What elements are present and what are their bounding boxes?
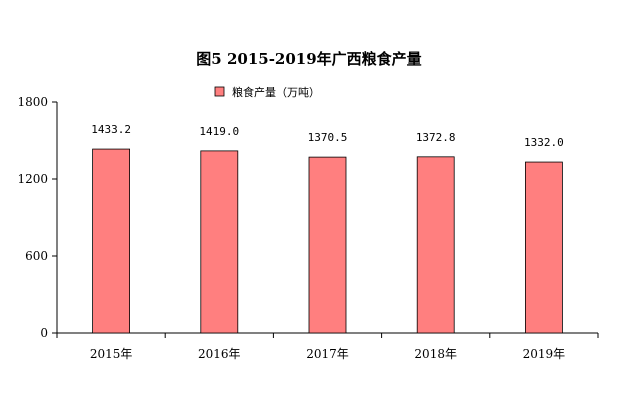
y-tick-label: 600 [25, 249, 48, 263]
bar-series [92, 148, 563, 334]
data-label: 1332.0 [524, 136, 564, 149]
y-tick-label: 1200 [17, 172, 48, 186]
data-labels: 1433.2 1419.0 1370.5 1372.8 1332.0 [91, 123, 564, 149]
bar [416, 156, 455, 334]
y-tick-label: 0 [40, 326, 48, 340]
legend-label: 粮食产量（万吨） [232, 85, 320, 99]
bar [200, 150, 239, 334]
legend-swatch [214, 86, 225, 97]
data-label: 1419.0 [199, 125, 239, 138]
x-category-label: 2019年 [523, 347, 566, 361]
data-label: 1370.5 [308, 131, 348, 144]
chart-title: 图5 2015-2019年广西粮食产量 [196, 50, 421, 68]
x-category-label: 2015年 [90, 347, 133, 361]
x-axis: 2015年 2016年 2017年 2018年 2019年 [56, 332, 599, 361]
y-tick-label: 1800 [17, 95, 48, 109]
x-category-label: 2017年 [306, 347, 349, 361]
data-label: 1433.2 [91, 123, 131, 136]
y-axis: 0 600 1200 1800 [17, 95, 58, 340]
bar [525, 161, 563, 334]
data-label: 1372.8 [416, 131, 456, 144]
bar [92, 148, 130, 334]
bar [308, 156, 347, 334]
x-category-label: 2016年 [198, 347, 241, 361]
x-category-label: 2018年 [414, 347, 457, 361]
legend: 粮食产量（万吨） [214, 85, 320, 99]
